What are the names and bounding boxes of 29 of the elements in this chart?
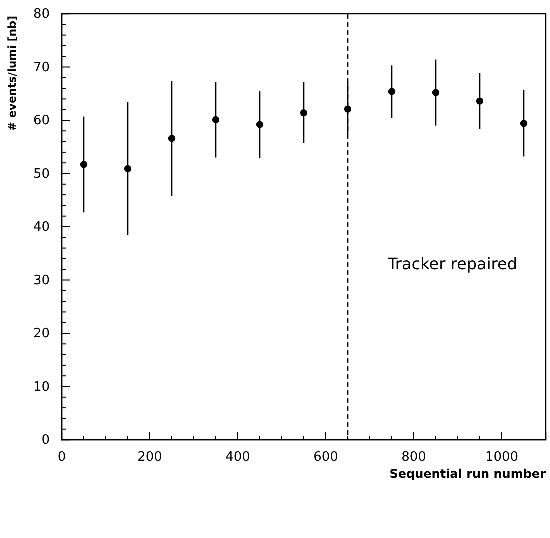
y-tick-label: 50 — [33, 166, 50, 182]
point — [388, 88, 396, 96]
y-tick-label: 30 — [33, 273, 50, 288]
point — [80, 161, 88, 168]
x-axis-title: Sequential run number — [390, 467, 546, 481]
y-tick-label: 80 — [33, 7, 50, 22]
x-tick-label: 400 — [226, 450, 250, 466]
point — [256, 121, 264, 128]
point — [168, 135, 176, 142]
x-tick-label: 0 — [58, 450, 66, 466]
point — [476, 98, 484, 105]
x-tick-label: 200 — [138, 450, 162, 466]
point — [212, 116, 220, 124]
point — [432, 89, 440, 96]
y-axis-title: # events/lumi [nb] — [6, 16, 19, 132]
x-tick-label: 600 — [314, 450, 338, 466]
x-tick-label: 800 — [402, 450, 426, 466]
y-tick-label: 70 — [33, 60, 50, 76]
x-tick-label: 1000 — [485, 450, 519, 466]
point — [520, 120, 528, 128]
point — [300, 109, 308, 117]
y-tick-label: 10 — [33, 380, 50, 395]
y-tick-label: 0 — [42, 433, 50, 448]
point — [344, 106, 352, 113]
y-tick-label: 40 — [33, 220, 50, 236]
y-tick-label: 60 — [33, 114, 50, 129]
ref-line-label: Tracker repaired — [387, 254, 518, 274]
point — [124, 165, 132, 173]
y-tick-label: 20 — [33, 326, 50, 342]
